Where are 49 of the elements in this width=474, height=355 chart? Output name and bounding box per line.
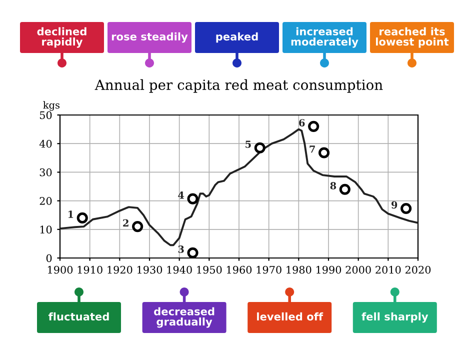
text: fluctuated <box>48 312 109 321</box>
point <box>187 247 198 258</box>
point <box>400 202 412 214</box>
x-tick-label: 2010 <box>376 266 401 274</box>
point <box>318 147 330 158</box>
x-tick-label: 1900 <box>48 266 73 274</box>
point <box>308 120 320 132</box>
point <box>339 184 350 195</box>
annotation: 1 <box>68 210 74 218</box>
x-tick-label: 1940 <box>167 266 192 274</box>
text: reached its lowest point <box>376 27 449 48</box>
text: fell sharply <box>362 312 428 323</box>
x-tick-label: 1920 <box>108 266 132 274</box>
annotation: 7 <box>310 146 315 153</box>
annotation: 3 <box>178 246 184 253</box>
y-tick-label: 30 <box>40 168 52 176</box>
text: increased moderately <box>291 27 358 48</box>
annotation: 6 <box>299 119 305 126</box>
annotation: 2 <box>123 219 128 226</box>
text: rose steadily <box>112 32 188 43</box>
x-tick-label: 2000 <box>346 266 371 274</box>
x-tick-label: 1960 <box>227 266 252 274</box>
point <box>187 193 198 204</box>
chart-title: Annual per capita red meat consumption <box>94 79 383 93</box>
x-tick-label: 1910 <box>78 266 102 274</box>
x-tick-label: 1970 <box>256 266 282 274</box>
y-tick-label: 50 <box>40 111 52 120</box>
x-tick-label: 1930 <box>138 266 162 274</box>
y-tick-label: 10 <box>40 226 52 234</box>
annotation: 8 <box>330 182 336 190</box>
line-series <box>60 128 418 246</box>
annotation: 4 <box>178 191 184 199</box>
point <box>132 221 144 232</box>
x-tick-label: 1990 <box>316 266 342 274</box>
y-tick-label: 0 <box>46 254 52 262</box>
text: declined rapidly <box>37 27 86 48</box>
x-tick-label: 1950 <box>197 266 222 274</box>
text: levelled off <box>257 312 324 321</box>
annotation: 5 <box>246 140 251 148</box>
text: peaked <box>216 32 258 43</box>
y-tick-label: 40 <box>39 140 52 148</box>
y-tick-label: 20 <box>40 197 52 205</box>
x-tick-label: 1980 <box>286 266 312 274</box>
y-axis-title: kgs <box>43 101 60 111</box>
point <box>76 212 88 224</box>
annotation: 9 <box>391 201 398 209</box>
x-tick-label: 2020 <box>405 266 431 274</box>
text: decreased gradually <box>154 307 214 328</box>
point <box>254 142 266 154</box>
